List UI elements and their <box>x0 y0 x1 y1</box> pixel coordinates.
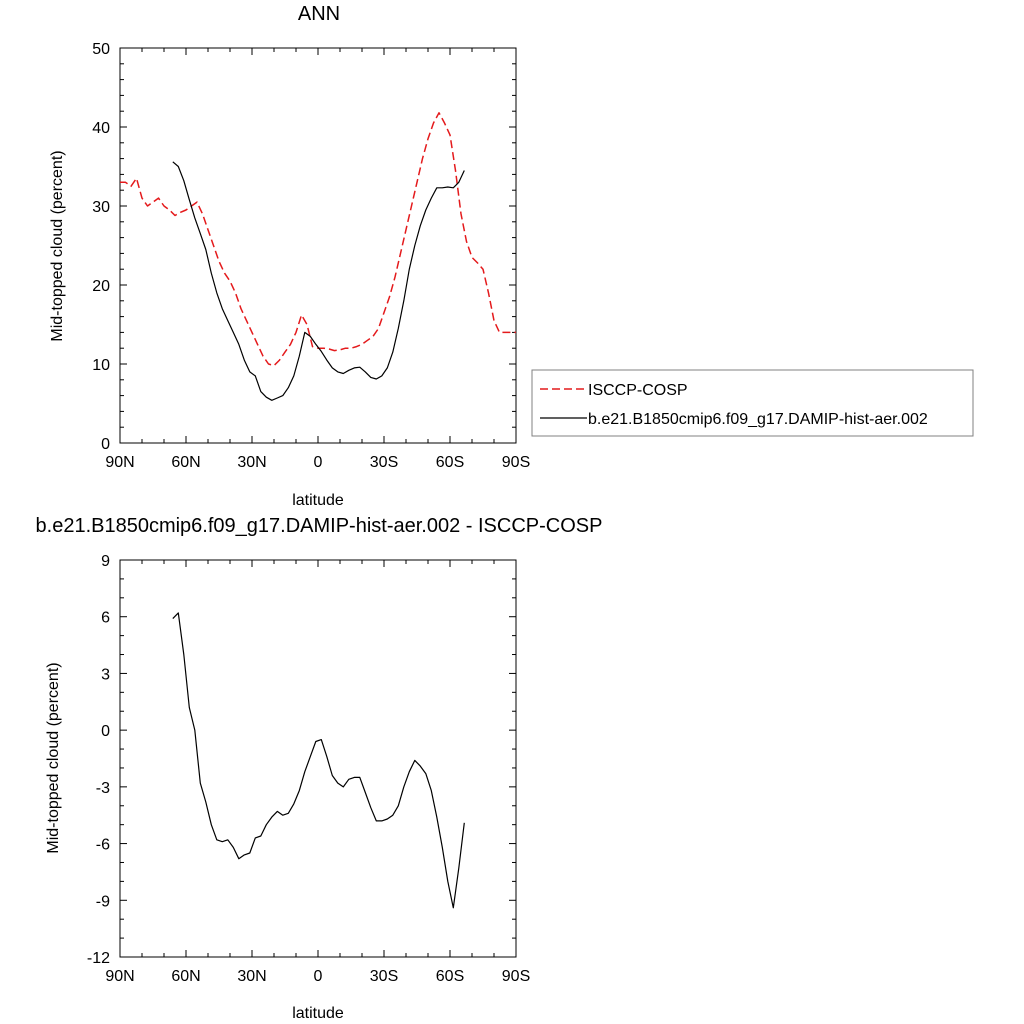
x-axis-label: latitude <box>292 492 344 509</box>
series-line-0 <box>172 612 465 909</box>
panel-annual-mean: ANN 90N 60N 30N 0 30S 60S 90S 0 10 20 30 40 50 lati… <box>49 3 974 509</box>
x-tick-label: 30S <box>370 968 398 985</box>
series-line-0 <box>120 112 516 367</box>
chart-title: ANN <box>298 3 340 25</box>
y-axis-label: Mid-topped cloud (percent) <box>49 150 66 341</box>
x-tick-label: 0 <box>314 968 323 985</box>
data-series <box>120 112 516 401</box>
y-tick-label: 3 <box>101 666 110 683</box>
y-tick-label: 10 <box>92 357 110 374</box>
series-line-1 <box>172 161 465 401</box>
x-tick-labels: 90N 60N 30N 0 30S 60S 90S <box>105 968 530 985</box>
y-tick-label: 9 <box>101 553 110 570</box>
y-tick-label: -6 <box>96 837 110 854</box>
y-tick-label: 0 <box>101 723 110 740</box>
x-tick-label: 30N <box>237 968 266 985</box>
data-series <box>172 612 465 909</box>
y-tick-label: -9 <box>96 893 110 910</box>
x-tick-label: 60S <box>436 454 464 471</box>
plot-frame <box>119 47 517 444</box>
y-tick-label: 30 <box>92 199 110 216</box>
x-tick-label: 0 <box>314 454 323 471</box>
panel-difference: b.e21.B1850cmip6.f09_g17.DAMIP-hist-aer.… <box>36 515 603 1022</box>
y-tick-label: 20 <box>92 278 110 295</box>
legend-label-isccp: ISCCP-COSP <box>588 382 688 399</box>
axis-ticks <box>119 559 517 958</box>
x-tick-label: 60S <box>436 968 464 985</box>
x-tick-label: 90N <box>105 454 134 471</box>
y-tick-label: 50 <box>92 41 110 58</box>
x-tick-label: 60N <box>171 454 200 471</box>
y-tick-labels: 0 10 20 30 40 50 <box>92 41 110 453</box>
y-tick-label: 6 <box>101 610 110 627</box>
x-tick-labels: 90N 60N 30N 0 30S 60S 90S <box>105 454 530 471</box>
chart-title: b.e21.B1850cmip6.f09_g17.DAMIP-hist-aer.… <box>36 515 603 537</box>
y-tick-label: -3 <box>96 780 110 797</box>
y-axis-label: Mid-topped cloud (percent) <box>45 662 62 853</box>
x-tick-label: 60N <box>171 968 200 985</box>
legend-label-model: b.e21.B1850cmip6.f09_g17.DAMIP-hist-aer.… <box>588 411 928 428</box>
y-tick-label: -12 <box>87 950 110 967</box>
x-tick-label: 90S <box>502 968 530 985</box>
x-tick-label: 90S <box>502 454 530 471</box>
legend: ISCCP-COSP b.e21.B1850cmip6.f09_g17.DAMI… <box>531 369 974 437</box>
x-axis-label: latitude <box>292 1005 344 1022</box>
x-tick-label: 90N <box>105 968 134 985</box>
y-tick-labels: -12 -9 -6 -3 0 3 6 9 <box>87 553 110 967</box>
y-tick-label: 0 <box>101 436 110 453</box>
y-tick-label: 40 <box>92 120 110 137</box>
legend-box <box>531 369 974 437</box>
x-tick-label: 30S <box>370 454 398 471</box>
axis-ticks <box>119 47 517 444</box>
x-tick-label: 30N <box>237 454 266 471</box>
